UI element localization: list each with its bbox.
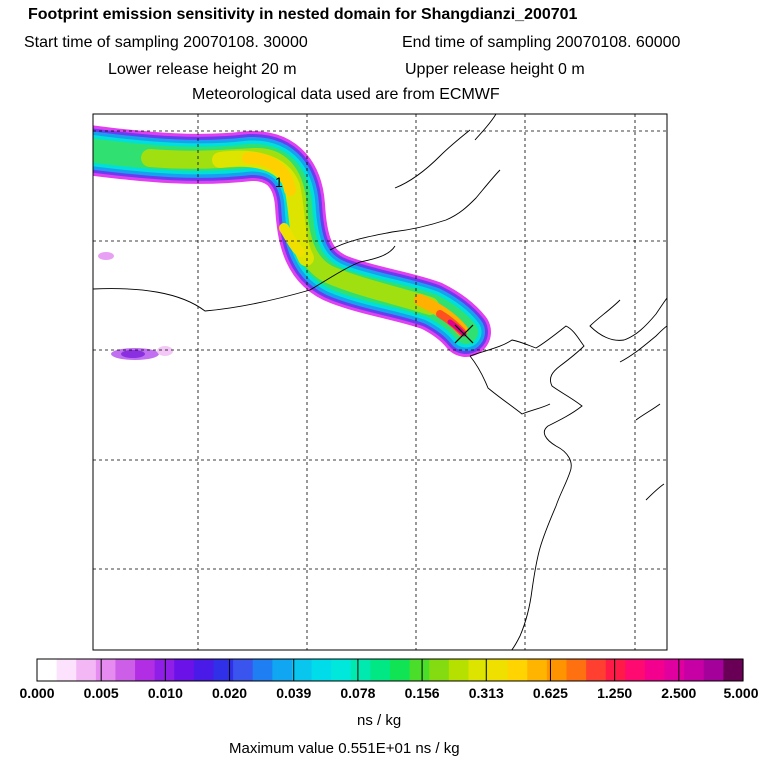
color-scale-swatch xyxy=(507,659,528,681)
plume-patch xyxy=(98,252,114,260)
color-scale-swatch xyxy=(448,659,470,681)
color-scale-label: 0.010 xyxy=(148,685,183,701)
color-scale-swatch xyxy=(566,659,587,681)
map-frame xyxy=(92,113,668,651)
color-scale-ticks xyxy=(36,659,744,681)
color-scale-swatch xyxy=(56,659,77,681)
color-scale-label: 2.500 xyxy=(661,685,696,701)
color-scale-swatch xyxy=(291,659,313,681)
color-scale-swatch xyxy=(644,659,666,681)
color-scale-swatch xyxy=(37,659,58,681)
color-scale-swatch xyxy=(154,659,175,681)
color-scale-swatch xyxy=(586,659,607,681)
color-scale-swatch xyxy=(370,659,391,681)
color-scale-label: 0.156 xyxy=(405,685,440,701)
color-scale-swatch xyxy=(193,659,215,681)
color-scale-swatch xyxy=(76,659,97,681)
color-scale-swatch xyxy=(213,659,234,681)
color-scale-swatch xyxy=(331,659,352,681)
color-scale-swatch xyxy=(605,659,626,681)
plume-age-label: 1 xyxy=(275,174,283,190)
color-scale-swatch xyxy=(703,659,724,681)
color-scale-label: 0.020 xyxy=(212,685,247,701)
color-scale-swatch xyxy=(311,659,332,681)
color-scale-swatch xyxy=(664,659,685,681)
color-scale-label: 1.250 xyxy=(597,685,632,701)
met-data-label: Meteorological data used are from ECMWF xyxy=(192,86,500,103)
color-scale-swatch xyxy=(115,659,136,681)
start-time-label: Start time of sampling 20070108. 30000 xyxy=(24,34,308,51)
map-background xyxy=(93,114,667,650)
borders-coastline xyxy=(93,114,667,650)
color-scale-swatch xyxy=(429,659,450,681)
lower-release-label: Lower release height 20 m xyxy=(108,61,297,78)
color-scale-swatch xyxy=(174,659,195,681)
upper-release-label: Upper release height 0 m xyxy=(405,61,585,78)
color-scale-bar xyxy=(36,658,744,682)
color-scale-swatch xyxy=(233,659,254,681)
color-scale-swatch xyxy=(527,659,548,681)
plume-footprint xyxy=(93,125,491,357)
max-value-label: Maximum value 0.551E+01 ns / kg xyxy=(229,740,460,757)
color-scale-swatch xyxy=(488,659,509,681)
color-scale-label: 0.000 xyxy=(19,685,54,701)
color-scale-swatch xyxy=(272,659,293,681)
color-scale-label: 0.078 xyxy=(340,685,375,701)
color-scale-label: 0.313 xyxy=(469,685,504,701)
color-scale-swatch xyxy=(252,659,273,681)
plume-patch xyxy=(157,346,173,356)
map-title: Footprint emission sensitivity in nested… xyxy=(28,6,578,23)
lat-lon-grid xyxy=(93,114,667,650)
color-scale-swatch xyxy=(546,659,568,681)
color-scale-swatch xyxy=(390,659,411,681)
x-icon xyxy=(454,324,474,344)
color-scale-label: 0.625 xyxy=(533,685,568,701)
end-time-label: End time of sampling 20070108. 60000 xyxy=(402,34,681,51)
color-scale-swatch xyxy=(625,659,646,681)
color-scale-swatch xyxy=(684,659,705,681)
color-scale-labels: 0.000 0.005 0.010 0.020 0.039 0.078 0.156 0.313… xyxy=(19,685,758,701)
color-scale-swatch xyxy=(135,659,156,681)
color-scale-swatch xyxy=(468,659,489,681)
color-scale-swatch xyxy=(409,659,430,681)
colorbar-units: ns / kg xyxy=(357,712,402,729)
color-scale-swatch xyxy=(723,659,744,681)
color-scale-swatch xyxy=(95,659,117,681)
plume-patch xyxy=(121,350,145,358)
color-scale-label: 0.005 xyxy=(84,685,119,701)
color-scale-label: 5.000 xyxy=(723,685,758,701)
color-scale-swatch xyxy=(350,659,371,681)
color-scale-label: 0.039 xyxy=(276,685,311,701)
